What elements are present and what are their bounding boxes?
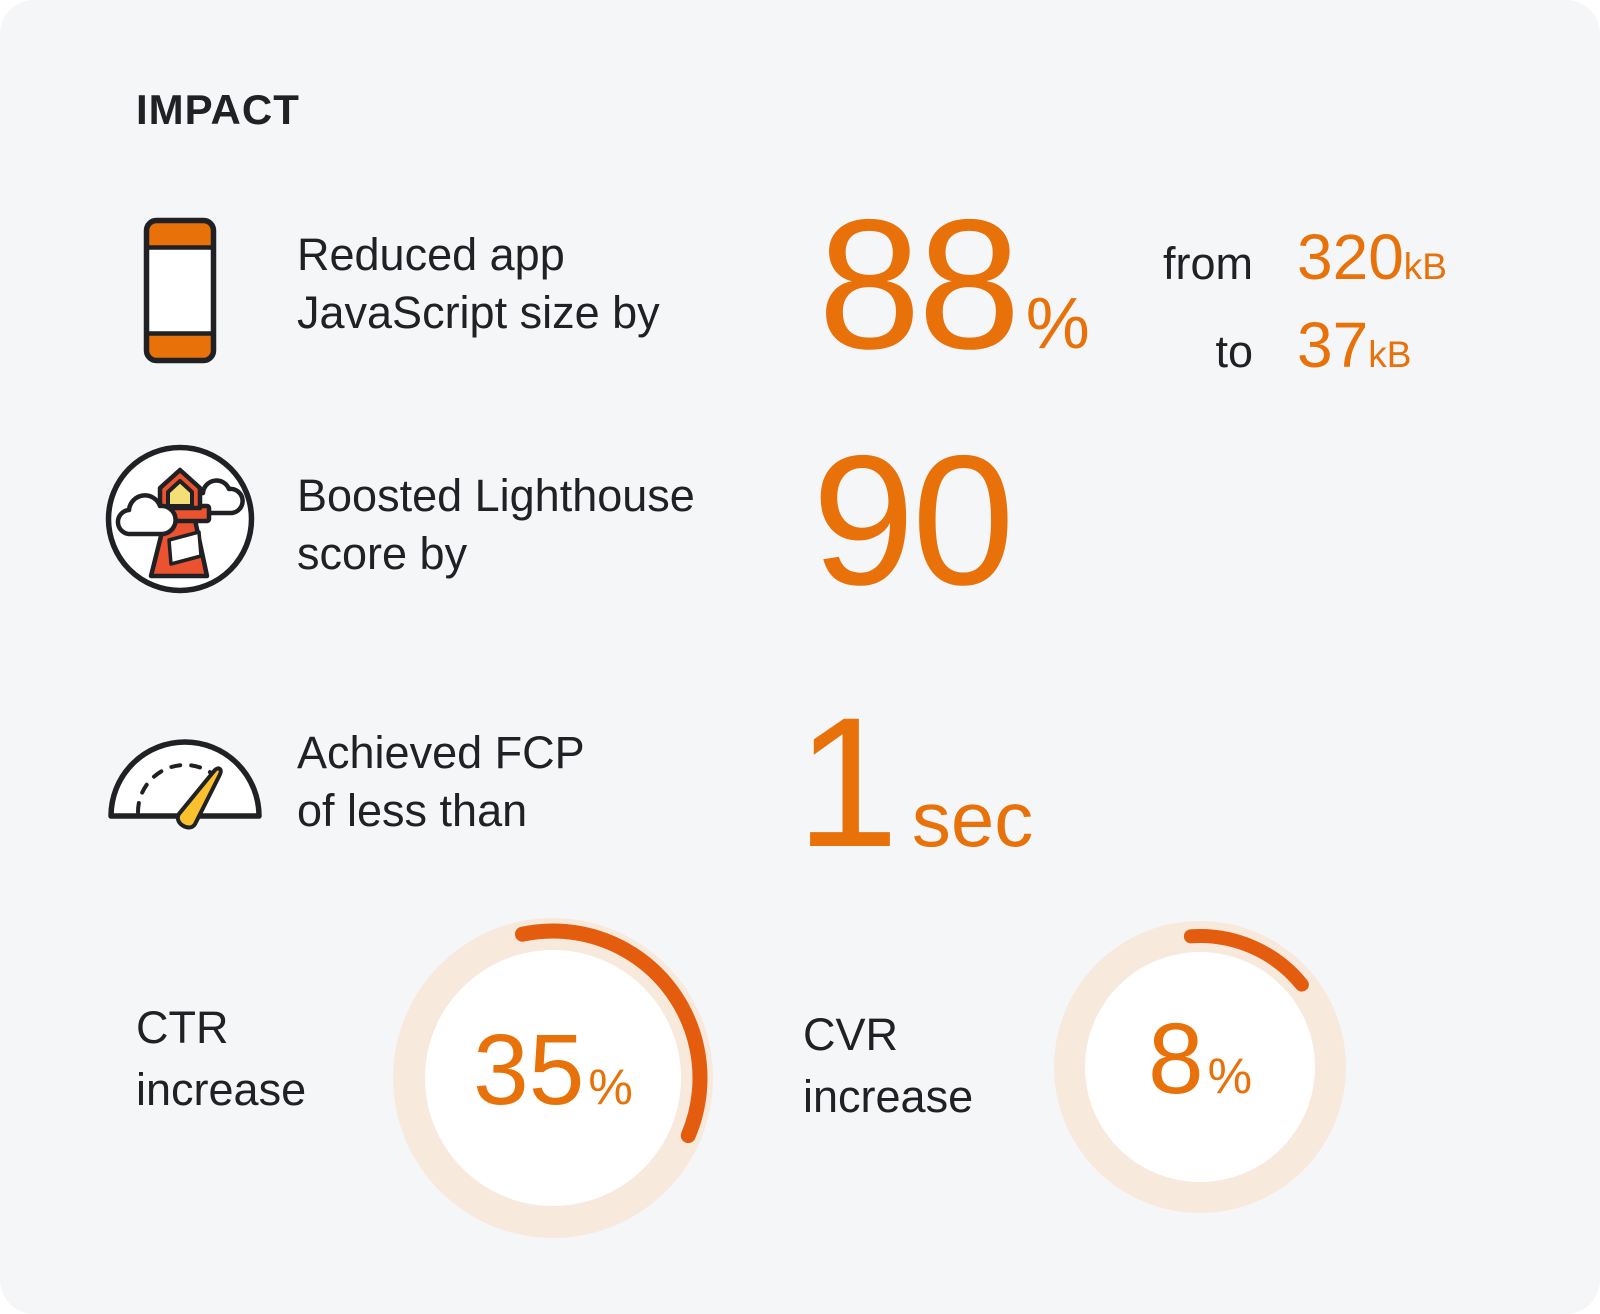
gauge-arc <box>1062 929 1338 1205</box>
metric-js-size-comparison: from 320kB to 37kB <box>1085 222 1447 390</box>
comparison-from-row: from 320kB <box>1163 221 1447 293</box>
metric-js-size-value: 88% <box>818 182 1090 388</box>
metric-js-size-label: Reduced app JavaScript size by <box>297 229 660 338</box>
metric-lighthouse-label: Boosted Lighthouse score by <box>297 470 695 579</box>
phone-icon <box>143 217 217 369</box>
gauge-ctr: 35% <box>385 910 721 1246</box>
gauge-ctr-label: CTR increase <box>136 1002 307 1115</box>
gauge-cvr: 8% <box>1052 919 1348 1215</box>
page-title: IMPACT <box>136 86 300 133</box>
lighthouse-icon <box>103 442 257 601</box>
gauge-arc <box>398 923 708 1233</box>
gauge-cvr-value: 8% <box>1147 1003 1253 1115</box>
gauge-cvr-label: CVR increase <box>803 1009 974 1122</box>
comparison-to-row: to 37kB <box>1215 309 1412 381</box>
speedometer-icon <box>105 727 265 846</box>
metric-fcp-value: 1 sec <box>796 680 1034 886</box>
gauge-ctr-value: 35% <box>473 1014 633 1126</box>
metric-lighthouse-value: 90 <box>812 418 1015 624</box>
metric-fcp-label: Achieved FCP of less than <box>297 727 585 836</box>
